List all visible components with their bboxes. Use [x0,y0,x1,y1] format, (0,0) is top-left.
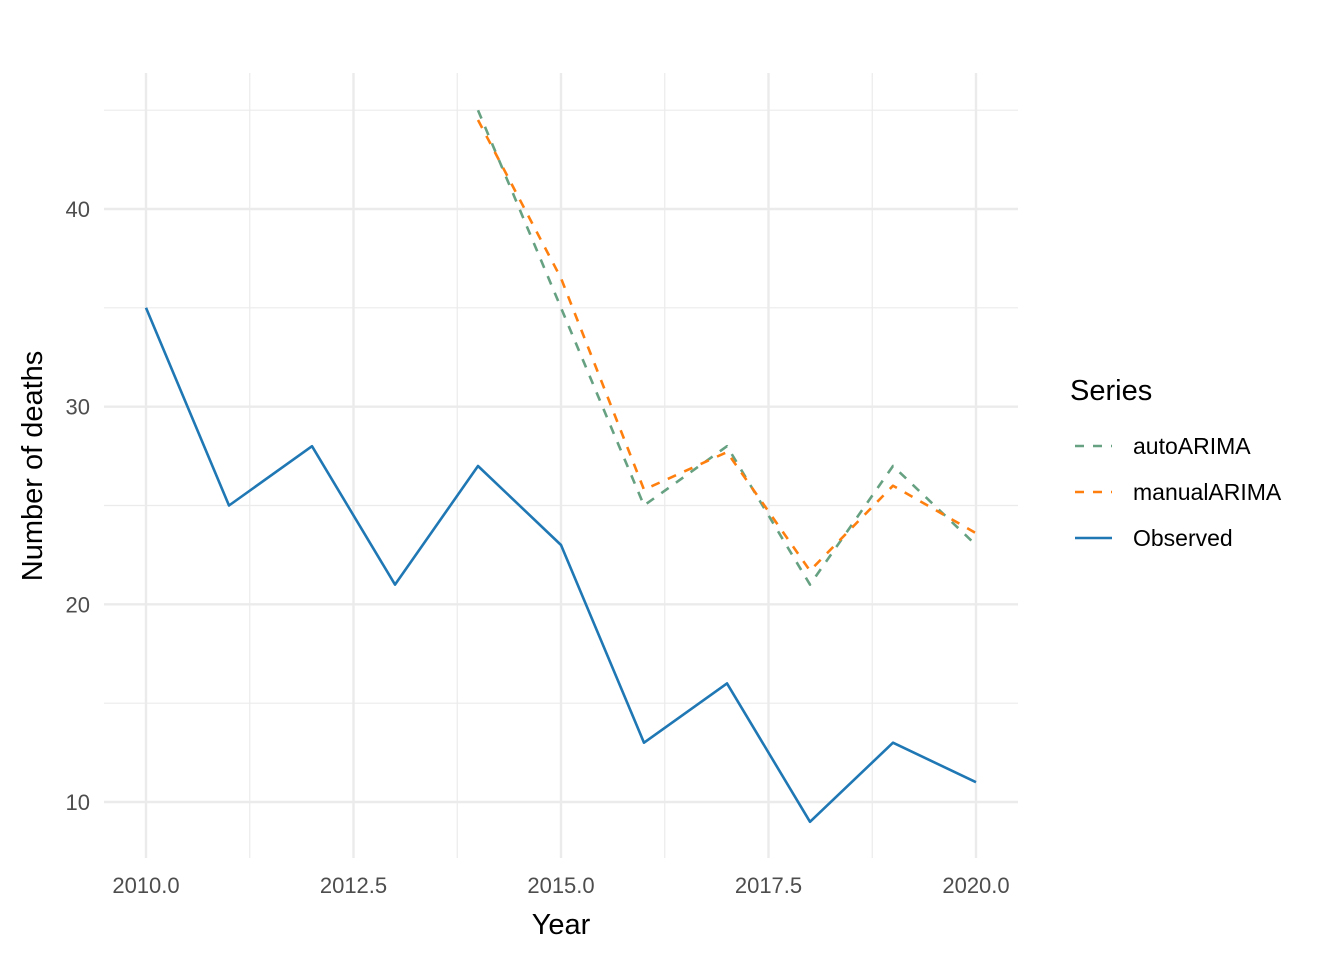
legend-label-manualarima: manualARIMA [1133,479,1282,505]
series-lines [144,109,977,824]
y-axis-ticks: 10 20 30 40 [66,197,90,815]
series-line-observed [144,307,977,824]
major-gridlines [104,73,1018,858]
legend-title: Series [1070,375,1152,407]
series-line-manualarima [476,119,977,573]
x-tick-label: 2010.0 [112,873,179,898]
y-tick-label: 30 [66,395,90,420]
x-axis-ticks: 2010.0 2012.5 2015.0 2017.5 2020.0 [112,873,1009,898]
x-axis-title: Year [532,909,591,941]
y-tick-label: 10 [66,790,90,815]
y-axis-title: Number of deaths [17,351,49,582]
y-tick-label: 40 [66,197,90,222]
series-line-autoarima [476,109,977,586]
x-tick-label: 2015.0 [527,873,594,898]
x-tick-label: 2020.0 [942,873,1009,898]
y-tick-label: 20 [66,592,90,617]
legend-label-observed: Observed [1133,525,1233,551]
legend: Series autoARIMA manualARIMA Observed [1070,375,1282,551]
x-tick-label: 2012.5 [320,873,387,898]
legend-items: autoARIMA manualARIMA Observed [1075,433,1282,551]
legend-label-autoarima: autoARIMA [1133,433,1251,459]
x-tick-label: 2017.5 [735,873,802,898]
